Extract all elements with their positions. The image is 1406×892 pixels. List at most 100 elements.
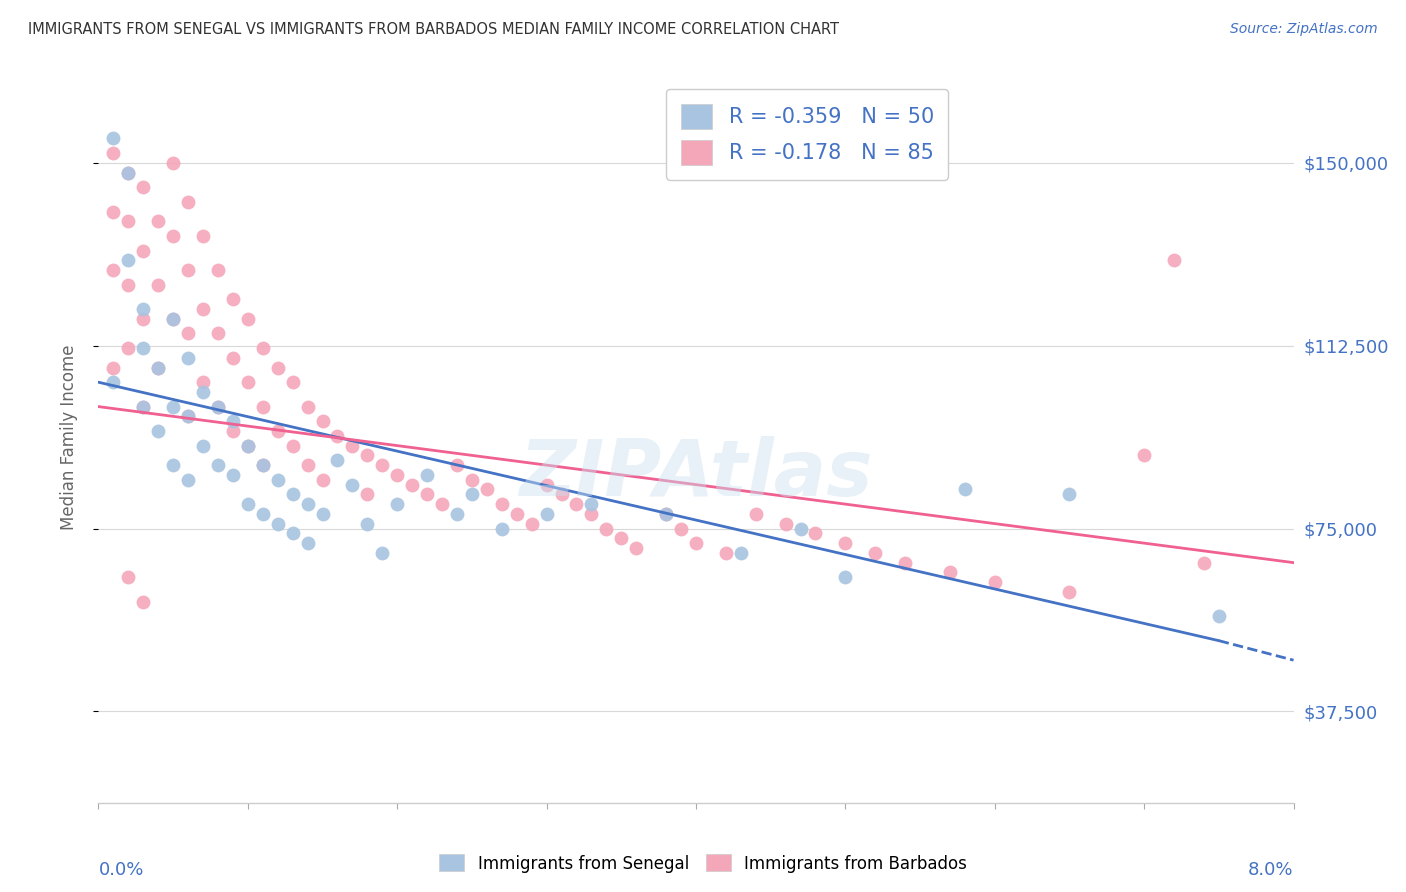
Point (207, 263, 229, 277)
Point (1192, 556, 1215, 570)
Point (267, 360, 290, 375)
Point (236, 375, 259, 389)
Point (1133, 448, 1156, 462)
Point (177, 194, 200, 209)
Point (655, 507, 678, 521)
Point (356, 487, 378, 501)
Point (207, 326, 229, 341)
Point (103, 131, 125, 145)
Point (520, 516, 543, 531)
Point (132, 400, 155, 414)
Point (191, 301, 214, 317)
Point (297, 497, 319, 511)
Point (117, 253, 139, 268)
Point (207, 400, 229, 414)
Point (610, 531, 633, 545)
Point (581, 507, 603, 521)
Point (371, 458, 394, 472)
Point (342, 477, 364, 491)
Point (177, 409, 200, 424)
Point (311, 507, 333, 521)
Text: 8.0%: 8.0% (1249, 862, 1294, 880)
Point (281, 439, 304, 453)
Point (581, 497, 603, 511)
Point (595, 521, 617, 535)
Point (117, 214, 139, 228)
Point (236, 497, 259, 511)
Point (311, 473, 333, 487)
Text: 0.0%: 0.0% (98, 862, 143, 880)
Point (311, 414, 333, 428)
Point (1059, 487, 1081, 501)
Point (565, 497, 588, 511)
Point (834, 536, 856, 550)
Point (626, 541, 648, 555)
Point (550, 487, 572, 501)
Point (939, 566, 962, 580)
Point (297, 400, 319, 414)
Text: IMMIGRANTS FROM SENEGAL VS IMMIGRANTS FROM BARBADOS MEDIAN FAMILY INCOME CORRELA: IMMIGRANTS FROM SENEGAL VS IMMIGRANTS FR… (28, 22, 839, 37)
Point (506, 507, 529, 521)
Point (416, 487, 439, 501)
Point (207, 400, 229, 414)
Point (1163, 253, 1185, 268)
Point (191, 375, 214, 389)
Point (148, 360, 170, 375)
Point (252, 507, 274, 521)
Point (222, 293, 245, 307)
Point (132, 244, 155, 258)
Point (132, 400, 155, 414)
Point (281, 526, 304, 541)
Point (745, 507, 768, 521)
Point (1059, 585, 1081, 599)
Point (191, 384, 214, 399)
Y-axis label: Median Family Income: Median Family Income (59, 344, 77, 530)
Point (536, 507, 558, 521)
Point (117, 277, 139, 292)
Point (222, 424, 245, 438)
Legend: Immigrants from Senegal, Immigrants from Barbados: Immigrants from Senegal, Immigrants from… (433, 847, 973, 880)
Point (132, 341, 155, 355)
Point (461, 473, 484, 487)
Point (804, 526, 827, 541)
Point (191, 228, 214, 243)
Point (222, 414, 245, 428)
Point (775, 516, 797, 531)
Legend: R = -0.359   N = 50, R = -0.178   N = 85: R = -0.359 N = 50, R = -0.178 N = 85 (666, 89, 949, 179)
Point (236, 439, 259, 453)
Point (162, 311, 184, 326)
Point (297, 536, 319, 550)
Point (371, 546, 394, 560)
Point (356, 448, 378, 462)
Point (401, 477, 423, 491)
Point (103, 204, 125, 219)
Point (148, 424, 170, 438)
Point (252, 341, 274, 355)
Point (222, 467, 245, 482)
Point (162, 458, 184, 472)
Point (103, 263, 125, 277)
Point (326, 453, 349, 467)
Point (132, 180, 155, 194)
Point (132, 301, 155, 317)
Point (281, 375, 304, 389)
Text: Source: ZipAtlas.com: Source: ZipAtlas.com (1230, 22, 1378, 37)
Point (162, 228, 184, 243)
Point (222, 351, 245, 365)
Point (297, 458, 319, 472)
Point (132, 311, 155, 326)
Point (491, 497, 513, 511)
Point (669, 521, 692, 535)
Point (1208, 609, 1230, 624)
Point (461, 487, 484, 501)
Point (191, 439, 214, 453)
Point (252, 458, 274, 472)
Point (730, 546, 752, 560)
Point (714, 546, 737, 560)
Point (267, 516, 290, 531)
Point (446, 507, 468, 521)
Point (177, 326, 200, 341)
Point (148, 277, 170, 292)
Point (236, 311, 259, 326)
Point (177, 351, 200, 365)
